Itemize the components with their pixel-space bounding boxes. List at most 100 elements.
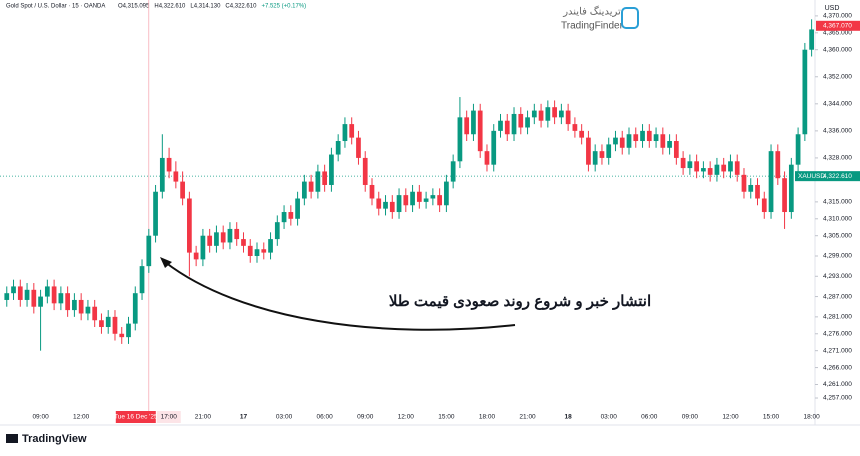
candle-body xyxy=(356,137,361,158)
candle-body xyxy=(531,110,537,118)
candle-body xyxy=(430,195,436,199)
price-label: 4,322.610 xyxy=(823,173,852,180)
footer: TradingView xyxy=(6,433,87,445)
x-tick-label: 17 xyxy=(240,414,248,421)
candle-body xyxy=(214,232,219,246)
candle-body xyxy=(741,174,747,192)
candle-body xyxy=(788,164,794,213)
candle-body xyxy=(281,212,287,223)
candle-body xyxy=(707,168,713,175)
candle-body xyxy=(579,130,585,138)
candle-body xyxy=(410,191,415,206)
candle-body xyxy=(667,141,672,148)
candle-body xyxy=(166,157,172,172)
candle-body xyxy=(755,184,760,199)
y-tick-label: 4,310.000 xyxy=(823,216,852,223)
candle-body xyxy=(545,107,551,121)
y-tick-label: 4,266.000 xyxy=(823,364,852,371)
candle-body xyxy=(78,299,84,314)
y-tick-label: 4,360.000 xyxy=(823,46,852,53)
crosshair-time: 17:00 xyxy=(161,414,178,421)
candle-body xyxy=(768,151,774,213)
candle-body xyxy=(673,141,679,158)
candle-body xyxy=(687,161,693,169)
candle-body xyxy=(72,299,77,311)
candle-body xyxy=(694,161,700,172)
candle-body xyxy=(220,232,226,243)
candle-body xyxy=(301,181,307,199)
tv-logo xyxy=(6,434,18,443)
candle-body xyxy=(680,157,686,169)
candle-body xyxy=(464,117,470,135)
x-tick-label: 09:00 xyxy=(32,414,49,421)
candle-body xyxy=(65,293,71,311)
candle-body xyxy=(552,107,557,118)
price-label-box xyxy=(795,171,860,182)
candle-body xyxy=(92,306,98,321)
x-tick-label: 09:00 xyxy=(357,414,374,421)
crosshair-date-box xyxy=(115,411,156,423)
candle-body xyxy=(369,184,375,199)
candle-body xyxy=(619,137,625,148)
candle-body xyxy=(606,144,612,158)
y-tick-label: 4,370.000 xyxy=(823,13,852,20)
candle-body xyxy=(376,198,382,209)
candle-body xyxy=(105,316,111,328)
x-tick-label: 03:00 xyxy=(276,414,293,421)
candle-body xyxy=(511,113,517,135)
x-tick-label: 12:00 xyxy=(722,414,739,421)
x-tick-label: 12:00 xyxy=(398,414,415,421)
candle-body xyxy=(444,181,449,206)
candle-body xyxy=(234,228,240,240)
y-tick-label: 4,293.000 xyxy=(823,273,852,280)
candle-body xyxy=(11,286,16,294)
candle-body xyxy=(437,195,442,206)
candle-body xyxy=(748,184,754,192)
candle-body xyxy=(342,124,348,142)
y-tick-label: 4,365.000 xyxy=(823,30,852,37)
candle-body xyxy=(498,120,503,131)
candle-body xyxy=(383,201,388,209)
candle-body xyxy=(31,289,37,307)
candle-body xyxy=(572,124,578,131)
candle-body xyxy=(599,151,605,158)
candle-body xyxy=(484,151,490,165)
x-tick-label: 18 xyxy=(565,414,573,421)
arrow-head xyxy=(160,257,172,268)
last-price-label: 4,367.070 xyxy=(823,23,852,30)
candle-body xyxy=(761,198,767,213)
candle-body xyxy=(159,157,165,192)
candle-body xyxy=(633,134,639,142)
candle-body xyxy=(504,120,510,135)
candle-body xyxy=(268,239,273,253)
x-tick-label: 09:00 xyxy=(682,414,699,421)
candle-body xyxy=(193,252,199,260)
candle-body xyxy=(714,164,720,175)
candle-body xyxy=(416,191,422,202)
candle-body xyxy=(613,137,618,145)
ohlc-value: O4,315.095 xyxy=(118,4,150,10)
y-tick-label: 4,276.000 xyxy=(823,330,852,337)
x-tick-label: 15:00 xyxy=(763,414,780,421)
ohlc-value: H4,322.610 xyxy=(154,4,186,10)
y-tick-label: 4,305.000 xyxy=(823,232,852,239)
candle-body xyxy=(153,191,158,236)
candle-body xyxy=(119,333,125,338)
annotation-arrow xyxy=(164,261,516,331)
candle-body xyxy=(403,195,409,206)
candle-body xyxy=(112,316,118,334)
candle-body xyxy=(775,151,781,179)
candle-body xyxy=(396,195,402,213)
candle-body xyxy=(187,198,192,253)
ohlc-value: L4,314.130 xyxy=(190,4,221,10)
candle-body xyxy=(646,130,652,142)
candle-body xyxy=(329,154,334,185)
candle-body xyxy=(734,161,740,175)
candle-body xyxy=(132,293,138,324)
crosshair-date: Tue 16 Dec '25 xyxy=(114,414,158,421)
candle-body xyxy=(51,286,57,304)
candle-body xyxy=(491,130,497,165)
x-tick-label: 15:00 xyxy=(438,414,455,421)
